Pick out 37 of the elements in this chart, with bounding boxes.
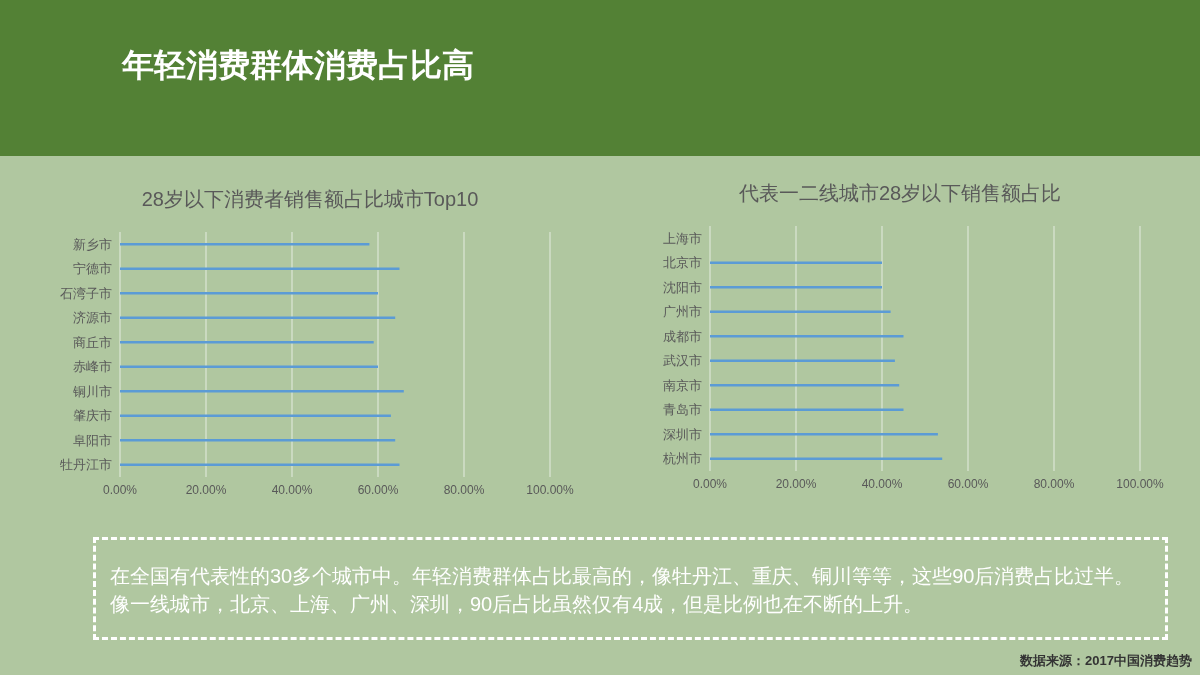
- x-tick-label: 0.00%: [102, 482, 138, 497]
- y-tick-label: 上海市: [663, 230, 702, 246]
- y-tick-label: 深圳市: [663, 426, 702, 442]
- y-tick-label: 武汉市: [663, 353, 702, 369]
- chart-title: 代表一二线城市28岁以下销售额占比: [737, 181, 1063, 206]
- text: 在全国有代表性的30多个城市中。年轻消费群体占比最高的，像牡丹江、重庆、铜川等等，这些90后消费占比过半。像一线城市，北京、上海、广州、深圳，90后占比虽然仅有4成，但是比例也在不断的上升。: [93, 537, 1168, 640]
- x-tick-label: 20.00%: [185, 482, 227, 497]
- y-tick-label: 铜川市: [72, 383, 112, 399]
- x-tick-label: 40.00%: [271, 482, 313, 497]
- y-tick-label: 杭州市: [662, 451, 702, 467]
- y-tick-label: 新乡市: [73, 236, 112, 252]
- y-tick-label: 沈阳市: [663, 279, 702, 295]
- x-tick-label: 60.00%: [357, 482, 399, 497]
- x-tick-label: 100.00%: [526, 482, 575, 497]
- x-tick-label: 0.00%: [692, 476, 728, 491]
- source-note: 数据来源：2017中国消费趋势: [1020, 652, 1192, 670]
- x-tick-label: 80.00%: [1033, 476, 1075, 491]
- text: 年轻消费群体消费占比高: [122, 46, 474, 85]
- chart-title: 28岁以下消费者销售额占比城市Top10: [140, 187, 480, 212]
- y-tick-label: 广州市: [663, 304, 702, 320]
- y-tick-label: 宁德市: [73, 261, 112, 277]
- y-tick-label: 成都市: [663, 328, 702, 344]
- y-tick-label: 石湾子市: [60, 285, 112, 301]
- y-tick-label: 牡丹江市: [60, 457, 112, 473]
- x-tick-label: 20.00%: [775, 476, 817, 491]
- y-tick-label: 北京市: [663, 255, 702, 271]
- y-tick-label: 南京市: [663, 377, 702, 393]
- y-tick-label: 商丘市: [73, 334, 112, 350]
- x-tick-label: 100.00%: [1116, 476, 1165, 491]
- y-tick-label: 阜阳市: [73, 432, 112, 448]
- y-tick-label: 肇庆市: [73, 408, 112, 424]
- y-tick-label: 赤峰市: [73, 359, 112, 375]
- x-tick-label: 80.00%: [443, 482, 485, 497]
- y-tick-label: 青岛市: [663, 402, 702, 418]
- x-tick-label: 40.00%: [861, 476, 903, 491]
- y-tick-label: 济源市: [73, 310, 112, 326]
- x-tick-label: 60.00%: [947, 476, 989, 491]
